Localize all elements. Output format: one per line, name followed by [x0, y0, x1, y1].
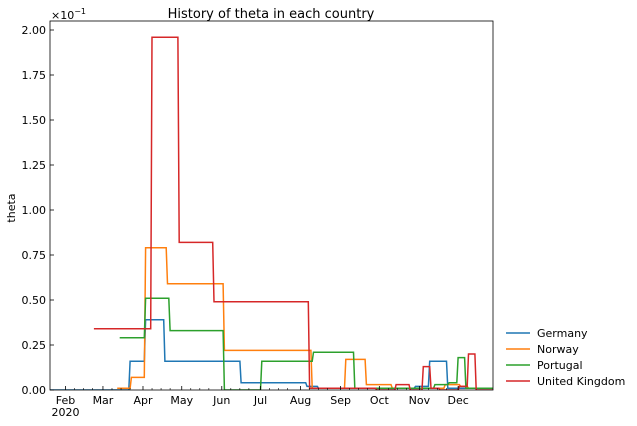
y-axis-ticks: 0.00 0.25 0.50 0.75 1.00 1.25 1.50 1.75 2.00	[22, 24, 54, 397]
x-tick-year-label: 2020	[51, 406, 79, 419]
y-tick-label: 0.75	[22, 249, 47, 262]
y-tick-label: 0.00	[22, 384, 47, 397]
x-tick-label: Jul	[253, 394, 267, 407]
chart-title: History of theta in each country	[168, 7, 375, 22]
series-line-united-kingdom	[93, 36, 493, 390]
legend-label: Norway	[537, 343, 579, 356]
y-tick-label: 0.50	[22, 294, 47, 307]
y-scale-base: ×10	[51, 9, 74, 22]
y-tick-label: 1.75	[22, 69, 47, 82]
x-tick-label: Nov	[409, 394, 431, 407]
x-tick-label: Apr	[133, 394, 153, 407]
plot-area-frame	[49, 20, 494, 391]
legend-label: Germany	[537, 327, 588, 340]
y-axis-scale-label: ×10−1	[51, 7, 86, 22]
y-tick-label: 1.25	[22, 159, 47, 172]
x-tick-label: Feb	[56, 394, 75, 407]
y-scale-exponent: −1	[74, 7, 86, 16]
y-tick-label: 1.50	[22, 114, 47, 127]
x-tick-label: Oct	[370, 394, 390, 407]
legend-label: United Kingdom	[537, 375, 625, 388]
series-line-germany	[50, 319, 493, 390]
y-tick-label: 2.00	[22, 24, 47, 37]
x-tick-label: Sep	[330, 394, 351, 407]
y-tick-label: 1.00	[22, 204, 47, 217]
x-tick-label: Mar	[93, 394, 114, 407]
series-line-portugal	[119, 297, 493, 390]
plot-series-group	[50, 36, 493, 390]
x-tick-label: Dec	[447, 394, 468, 407]
y-axis-label: theta	[5, 193, 18, 222]
legend: Germany Norway Portugal United Kingdom	[506, 327, 625, 388]
y-tick-label: 0.25	[22, 339, 47, 352]
x-tick-label: May	[170, 394, 193, 407]
legend-label: Portugal	[537, 359, 583, 372]
x-tick-label: Aug	[290, 394, 311, 407]
series-line-norway	[117, 247, 493, 389]
x-tick-label: Jun	[212, 394, 230, 407]
